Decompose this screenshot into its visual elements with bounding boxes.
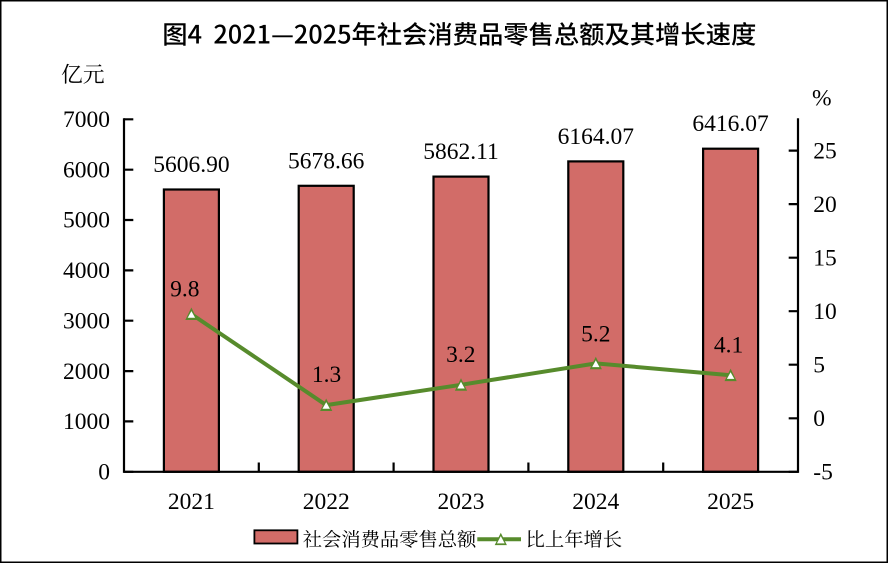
svg-text:5606.90: 5606.90 [153,152,229,178]
svg-text:3.2: 3.2 [446,342,475,368]
svg-text:6000: 6000 [63,157,110,183]
svg-text:2023: 2023 [438,489,485,515]
svg-text:3000: 3000 [63,308,110,334]
svg-text:20: 20 [813,192,837,218]
svg-text:6416.07: 6416.07 [692,111,769,137]
svg-text:4000: 4000 [63,258,110,284]
svg-text:2021: 2021 [168,489,215,515]
svg-text:%: % [812,86,832,112]
svg-text:6164.07: 6164.07 [558,124,635,150]
svg-text:2000: 2000 [63,359,110,385]
svg-text:5862.11: 5862.11 [423,139,499,165]
svg-text:5.2: 5.2 [581,322,610,348]
svg-text:0: 0 [813,406,825,432]
svg-text:2025: 2025 [707,489,754,515]
svg-text:1000: 1000 [63,409,110,435]
svg-text:10: 10 [813,299,837,325]
svg-text:5678.66: 5678.66 [288,148,365,174]
svg-text:-5: -5 [813,460,833,486]
svg-text:5: 5 [813,352,825,378]
svg-text:2022: 2022 [303,489,350,515]
svg-text:5000: 5000 [63,208,110,234]
svg-text:1.3: 1.3 [312,362,341,388]
svg-text:25: 25 [813,138,837,164]
svg-text:9.8: 9.8 [170,277,199,303]
svg-text:2024: 2024 [572,489,619,515]
svg-text:4.1: 4.1 [714,333,743,359]
svg-text:7000: 7000 [63,107,110,133]
svg-text:0: 0 [98,460,110,486]
svg-text:15: 15 [813,245,837,271]
